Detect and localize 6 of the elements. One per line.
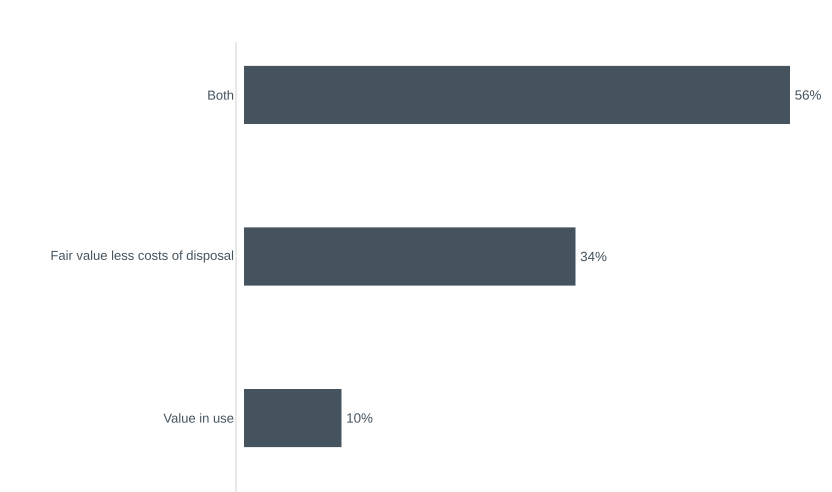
y-tick-label: Fair value less costs of disposal xyxy=(52,250,234,262)
data-label: 56% xyxy=(795,90,821,100)
y-tick-label: Both xyxy=(208,90,234,100)
y-tick-label: Value in use xyxy=(163,413,234,423)
data-label: 10% xyxy=(347,413,372,423)
data-label: 34% xyxy=(580,252,606,262)
